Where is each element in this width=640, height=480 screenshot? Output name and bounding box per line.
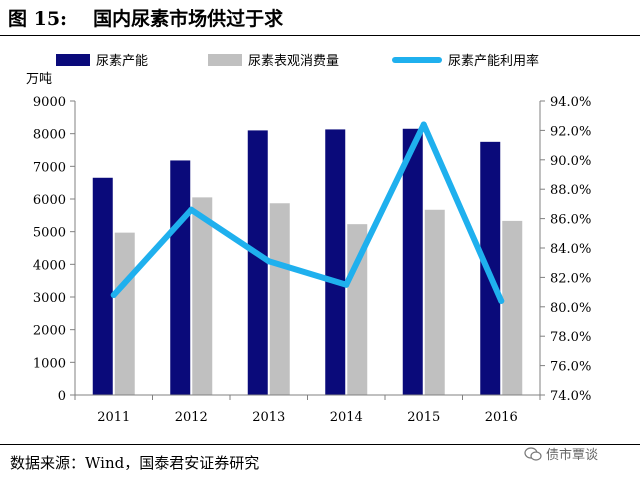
y-right-tick-label: 82.0% (550, 271, 591, 286)
y-axis-left-label: 万吨 (26, 72, 53, 87)
x-tick-label: 2015 (407, 410, 440, 425)
watermark: 债市覃谈 (524, 444, 598, 463)
point-utilization-2015 (420, 121, 427, 128)
y-left-tick-label: 3000 (33, 291, 66, 306)
x-tick-label: 2016 (485, 410, 518, 425)
bar-capacity-2014 (325, 129, 346, 396)
y-right-tick-label: 94.0% (550, 95, 591, 110)
line-group (110, 121, 505, 304)
y-left-tick-label: 1000 (33, 356, 66, 371)
bar-group (92, 128, 523, 396)
bar-capacity-2016 (480, 141, 501, 395)
point-utilization-2012 (188, 206, 195, 213)
legend-swatch-consumption (208, 53, 242, 66)
y-left-tick-label: 6000 (33, 193, 66, 208)
y-right-tick-label: 90.0% (550, 154, 591, 169)
bar-capacity-2015 (402, 128, 423, 395)
y-left-tick-label: 8000 (33, 128, 66, 143)
y-right-tick-label: 74.0% (550, 389, 591, 404)
x-tick-label: 2013 (252, 410, 285, 425)
y-left-tick-label: 4000 (33, 258, 66, 273)
wechat-icon (524, 446, 542, 461)
legend-label-capacity: 尿素产能 (96, 54, 149, 69)
line-utilization (110, 121, 505, 304)
y-right-tick-label: 80.0% (550, 301, 591, 316)
y-right-tick-label: 84.0% (550, 242, 591, 257)
bar-capacity-2013 (247, 130, 268, 395)
legend-label-consumption: 尿素表观消费量 (248, 54, 340, 69)
legend-item-utilization: 尿素产能利用率 (392, 50, 539, 69)
bar-consumption-2015 (424, 209, 445, 395)
figure-title: 国内尿素市场供过于求 (93, 7, 284, 30)
bottom-rule (0, 444, 640, 445)
bar-capacity-2011 (92, 177, 113, 395)
y-right-tick-label: 92.0% (550, 124, 591, 139)
axes-group (70, 100, 545, 400)
figure-label: 图 15: (8, 7, 68, 30)
legend-item-capacity: 尿素产能 (56, 50, 148, 69)
point-utilization-2013 (265, 258, 272, 265)
source-note: 数据来源：Wind，国泰君安证券研究 (10, 454, 260, 472)
y-right-tick-label: 78.0% (550, 330, 591, 345)
y-left-tick-label: 7000 (33, 160, 66, 175)
watermark-text: 债市覃谈 (546, 448, 599, 463)
legend-swatch-capacity (56, 53, 90, 66)
y-left-tick-label: 5000 (33, 226, 66, 241)
y-right-tick-label: 76.0% (550, 360, 591, 375)
bar-consumption-2011 (114, 232, 135, 395)
chart-legend: 尿素产能 尿素表观消费量 尿素产能利用率 (0, 50, 640, 72)
ticks-group: 2011 2012 2013 2014 2015 2016 0 1000 2000 3000 400… (33, 95, 591, 425)
top-rule (0, 35, 640, 36)
bar-capacity-2012 (170, 160, 191, 395)
bar-consumption-2016 (502, 220, 523, 395)
x-tick-label: 2011 (97, 410, 130, 425)
x-tick-label: 2012 (175, 410, 208, 425)
bar-consumption-2013 (269, 203, 290, 395)
bar-consumption-2012 (192, 197, 213, 395)
point-utilization-2014 (343, 281, 350, 288)
figure-header: 图 15: 国内尿素市场供过于求 (0, 0, 640, 34)
y-right-tick-label: 86.0% (550, 213, 591, 228)
chart-canvas: 2011 2012 2013 2014 2015 2016 0 1000 2000 3000 400… (33, 95, 591, 425)
x-tick-label: 2014 (330, 410, 363, 425)
point-utilization-2011 (110, 292, 117, 299)
legend-swatch-utilization (392, 56, 442, 63)
y-right-tick-label: 88.0% (550, 183, 591, 198)
y-left-tick-label: 0 (58, 389, 66, 404)
y-left-tick-label: 9000 (33, 95, 66, 110)
legend-item-consumption: 尿素表观消费量 (208, 50, 339, 69)
legend-label-utilization: 尿素产能利用率 (448, 54, 540, 69)
y-left-tick-label: 2000 (33, 324, 66, 339)
point-utilization-2016 (498, 297, 505, 304)
